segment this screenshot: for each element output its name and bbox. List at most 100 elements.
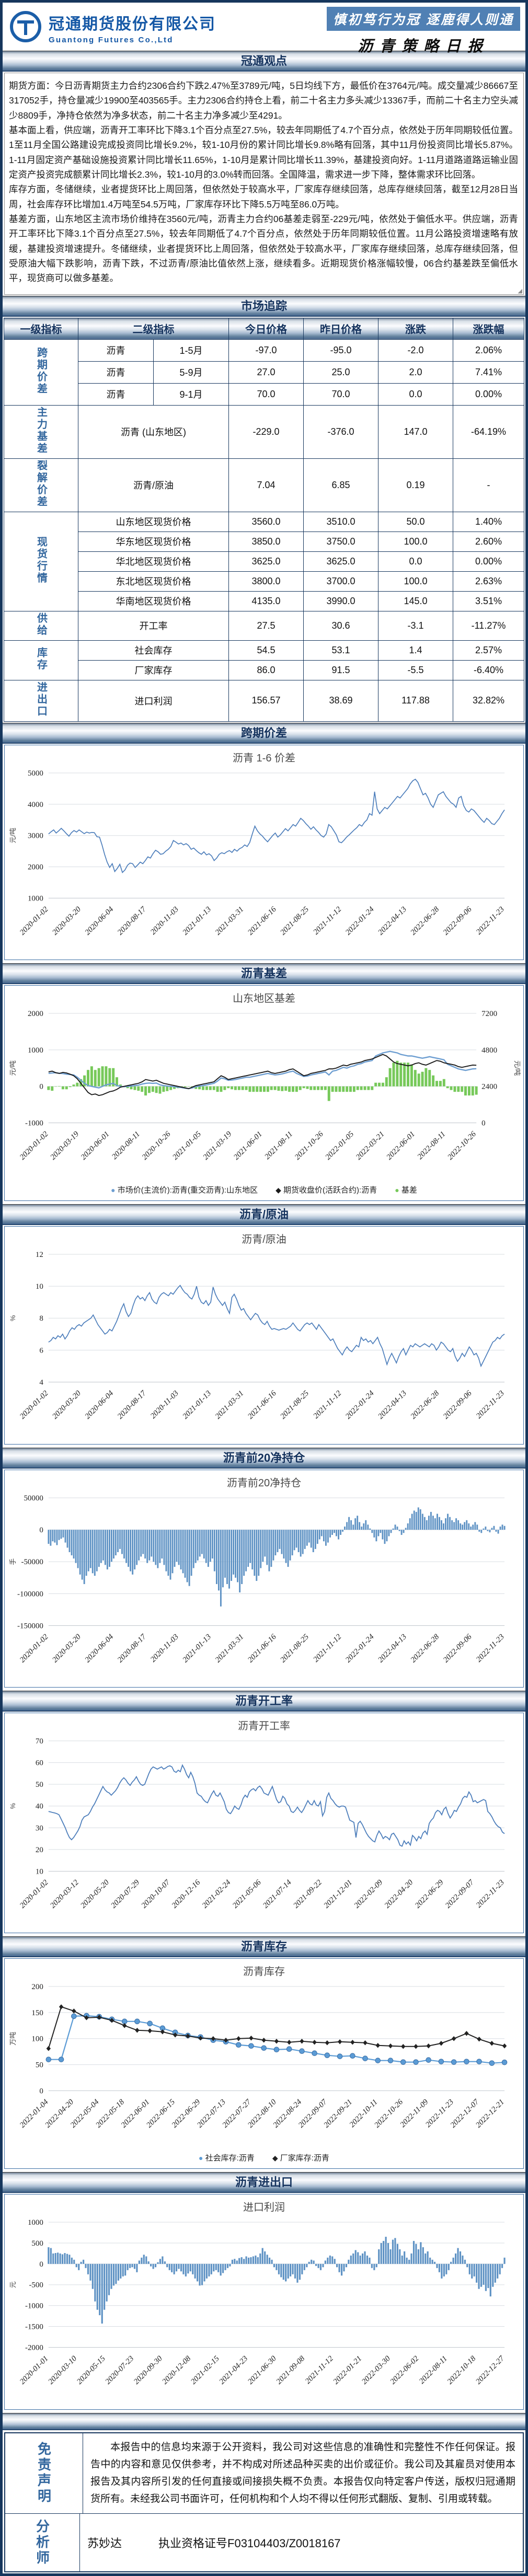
chart-title: 沥青库存	[243, 1966, 285, 1978]
footer-divider	[3, 2412, 525, 2430]
svg-text:2020-06-04: 2020-06-04	[84, 905, 116, 937]
svg-text:2022-09-07: 2022-09-07	[444, 1878, 476, 1910]
table-cell: 华南地区现货价格	[78, 591, 229, 611]
table-cell: 3.51%	[453, 591, 524, 611]
svg-text:2000: 2000	[28, 1010, 43, 1018]
svg-text:2021-06-30: 2021-06-30	[246, 2354, 278, 2386]
report-footer: 免责声明 本报告中的信息均来源于公开资料，我公司对这些信息的准确性和完整性不作任…	[4, 2432, 524, 2572]
analyst-info: 苏妙达 执业资格证号F03104403/Z0018167	[80, 2514, 523, 2571]
svg-text:2022-06-28: 2022-06-28	[409, 1389, 441, 1421]
svg-text:2021-05-06: 2021-05-06	[231, 1878, 263, 1910]
table-cell: 0.00%	[453, 551, 524, 572]
svg-text:2022-06-28: 2022-06-28	[409, 905, 441, 937]
svg-text:2020-03-19: 2020-03-19	[49, 1130, 81, 1162]
svg-text:2022-01-24: 2022-01-24	[344, 1389, 376, 1421]
svg-text:2020-06-04: 2020-06-04	[84, 1389, 116, 1421]
svg-text:2021-06-16: 2021-06-16	[246, 1389, 278, 1421]
svg-text:0: 0	[39, 1526, 43, 1534]
viewpoint-textarea[interactable]: 期货方面：今日沥青期货主力合约2306合约下跌2.47%至3789元/吨，5日均…	[4, 73, 524, 295]
svg-text:元/吨: 元/吨	[513, 1060, 521, 1076]
column-header: 涨跌	[378, 317, 453, 340]
table-cell: 100.0	[378, 531, 453, 552]
svg-text:2021-08-25: 2021-08-25	[279, 1632, 311, 1664]
svg-text:2022-01-24: 2022-01-24	[344, 905, 376, 937]
table-cell: 3850.0	[228, 531, 304, 552]
svg-text:10: 10	[36, 1283, 43, 1291]
table-cell: 山东地区现货价格	[78, 511, 229, 532]
table-row: 库存 社会库存 54.5 53.1 1.4 2.57%	[4, 640, 524, 680]
table-cell: 1.40%	[453, 511, 524, 532]
table-cell: 9-1月	[153, 383, 229, 406]
svg-text:2021-01-13: 2021-01-13	[181, 1633, 213, 1665]
table-cell: -64.19%	[453, 405, 524, 459]
report-title: 沥青策略日报	[358, 38, 490, 55]
svg-text:10: 10	[36, 1867, 43, 1876]
svg-text:2020-11-03: 2020-11-03	[149, 1389, 180, 1420]
svg-text:2022-08-11: 2022-08-11	[416, 1130, 447, 1161]
svg-text:8: 8	[39, 1315, 43, 1323]
table-row: 厂家库存 86.0 91.5 -5.5 -6.40%	[4, 660, 524, 680]
chart-legend: ● 市场价(主流价):沥青(重交沥青):山东地区 ◆ 期货收盘价(活跃合约):沥青…	[6, 1183, 522, 1199]
svg-text:0: 0	[39, 1083, 43, 1091]
svg-text:2021-09-22: 2021-09-22	[292, 1878, 324, 1910]
table-cell: -3.1	[378, 610, 453, 641]
chart-canvas-svg: -100001000200002400480072002020-01-02202…	[9, 1010, 521, 1162]
svg-text:1000: 1000	[28, 1046, 43, 1055]
table-cell: 27.0	[228, 361, 304, 384]
svg-text:150: 150	[31, 2009, 43, 2017]
chart-canvas-svg: -2000-1500-1000-500050010002020-01-01202…	[9, 2219, 506, 2386]
table-cell: 7.41%	[453, 361, 524, 384]
table-cell: 6.85	[303, 458, 378, 512]
table-cell: 沥青	[78, 383, 154, 406]
svg-text:-1000: -1000	[25, 1119, 43, 1128]
indicator-group-label: 供给	[4, 610, 78, 641]
svg-text:2021-03-31: 2021-03-31	[214, 1389, 246, 1421]
svg-text:7200: 7200	[481, 1010, 497, 1018]
svg-text:50000: 50000	[24, 1494, 43, 1503]
section-header: 沥青开工率	[3, 1690, 525, 1712]
table-cell: 2.57%	[453, 640, 524, 661]
company-name-en: Guantong Futures Co.,Ltd	[49, 36, 174, 44]
svg-text:500: 500	[31, 2239, 43, 2248]
chart-box: 进口利润 -2000 -1500 -1000 -500 0 500 1000 2020-01-…	[4, 2194, 524, 2410]
svg-text:2022-04-20: 2022-04-20	[383, 1878, 415, 1910]
svg-text:2020-12-08: 2020-12-08	[161, 2354, 193, 2386]
company-names: 冠通期货股份有限公司 Guantong Futures Co.,Ltd	[49, 11, 216, 44]
table-cell: 沥青	[78, 361, 154, 384]
table-cell: -6.40%	[453, 660, 524, 680]
svg-text:2022-09-06: 2022-09-06	[442, 1389, 474, 1421]
chart-title: 沥青 1-6 价差	[232, 752, 296, 764]
svg-text:2022-10-26: 2022-10-26	[446, 1130, 478, 1162]
table-cell: 沥青 (山东地区)	[78, 405, 229, 459]
section-header: 沥青前20净持仓	[3, 1447, 525, 1469]
svg-text:2020-12-16: 2020-12-16	[170, 1878, 202, 1910]
operating-rate-chart: 10 20 30 40 50 60 70 2020-01-02 2020-03-12 2020-0…	[6, 1732, 522, 1932]
chart-canvas-svg: 1000 2000 3000 4000 5000 2020-01-02 2020-03-20…	[9, 769, 506, 937]
market-table: 一级指标 二级指标 今日价格 昨日价格 涨跌 涨跌幅 跨期价差 沥青 1-5月 -97…	[4, 317, 524, 722]
indicator-group-label: 跨期价差	[4, 339, 78, 406]
svg-text:2022-11-23: 2022-11-23	[475, 905, 506, 937]
svg-text:2000: 2000	[28, 863, 43, 871]
svg-text:40: 40	[36, 1803, 43, 1811]
table-cell: 50.0	[378, 511, 453, 532]
section-header: 沥青进出口	[3, 2172, 525, 2193]
svg-text:-100000: -100000	[17, 1590, 43, 1598]
legend-item: ◆ 期货收盘价(活跃合约):沥青	[276, 1186, 377, 1195]
table-cell: 0.0	[378, 551, 453, 572]
table-cell: 1.4	[378, 640, 453, 661]
resize-handle-icon[interactable]: ◢	[518, 287, 522, 294]
table-cell: 70.0	[228, 383, 304, 406]
svg-text:2022-06-02: 2022-06-02	[389, 2354, 421, 2386]
svg-text:50: 50	[36, 2061, 43, 2070]
market-table-body: 跨期价差 沥青 1-5月 -97.0 -95.0 -2.0 2.06% 沥青 5-9月 27.0 2…	[4, 339, 524, 722]
svg-text:70: 70	[36, 1737, 43, 1746]
svg-text:2021-03-31: 2021-03-31	[214, 1633, 246, 1665]
svg-text:%: %	[9, 1315, 17, 1321]
svg-text:2021-02-24: 2021-02-24	[201, 1878, 233, 1910]
legend-item: ◆ 厂家库存:沥青	[272, 2154, 329, 2163]
svg-text:2020-03-20: 2020-03-20	[51, 1389, 83, 1421]
table-cell: -97.0	[228, 339, 304, 362]
svg-text:2020-11-03: 2020-11-03	[149, 1633, 180, 1664]
table-cell: 社会库存	[78, 640, 229, 661]
